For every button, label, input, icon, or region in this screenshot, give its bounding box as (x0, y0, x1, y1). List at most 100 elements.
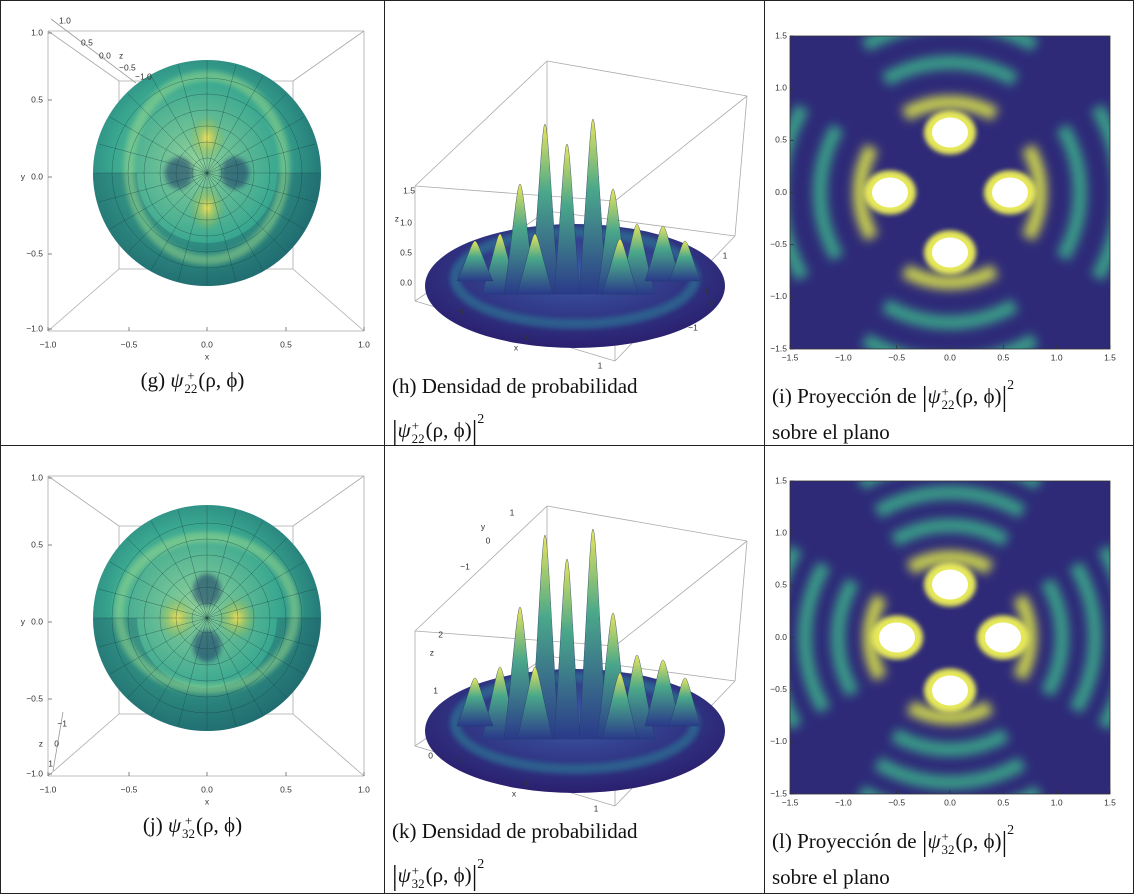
y-tick-label: 1.5 (775, 475, 787, 485)
arguments: (ρ, ϕ) (426, 863, 472, 887)
caption: (g) ψ+22(ρ, ϕ) (1, 363, 384, 397)
power: 2 (1007, 378, 1014, 393)
x-tick-label: −1.5 (782, 352, 799, 362)
frame-line (415, 61, 547, 186)
x-tick-label: −1 (454, 753, 464, 763)
power: 2 (477, 857, 484, 872)
panel-cell: 1.51.00.50.0z−101x10−1y(h) Densidad de p… (385, 0, 765, 446)
sup-sub: +22 (184, 369, 197, 395)
x-axis-label: x (512, 788, 517, 798)
symbol: ψ (398, 863, 411, 887)
z-tick-label: −0.5 (119, 62, 136, 72)
caption-suffix: sobre el plano (772, 420, 890, 444)
panel-cell: 1.00.50.0−0.5−1.0−1.0−0.50.00.51.0xy1.00… (0, 0, 385, 446)
arguments: (ρ, ϕ) (426, 418, 472, 442)
y-tick-label: −0.5 (26, 248, 43, 258)
z-tick-label: 0.0 (99, 50, 111, 60)
x-tick-label: 0.0 (944, 797, 956, 807)
symbol: ψ (168, 813, 181, 837)
panel-cell: 1.51.00.50.0−0.5−1.0−1.5−1.5−1.0−0.50.00… (765, 446, 1134, 894)
z-tick-label: −1.0 (135, 71, 152, 81)
x-tick-label: 1.0 (1051, 352, 1063, 362)
arguments: (ρ, ϕ) (198, 368, 244, 392)
y-tick-label: −0.5 (770, 684, 787, 694)
frame-line (293, 269, 364, 331)
power: 2 (477, 412, 484, 427)
bright-lobe (932, 238, 968, 268)
y-tick-label: −1 (688, 322, 698, 332)
panel-plot: 1.00.50.0−0.5−1.0−1.0−0.50.00.51.0xy1.00… (1, 1, 384, 371)
y-tick-label: 1 (723, 250, 728, 260)
z-tick-label: 0.0 (400, 277, 412, 287)
y-tick-label: 0.0 (31, 616, 43, 626)
frame-line (48, 476, 119, 526)
x-tick-label: −1.0 (835, 352, 852, 362)
panel-plot: 1.51.00.50.0−0.5−1.0−1.5−1.5−1.0−0.50.00… (765, 446, 1132, 816)
x-tick-label: 0.0 (944, 352, 956, 362)
z-tick-label: 2 (438, 629, 443, 639)
x-tick-label: 0.5 (280, 784, 292, 794)
y-tick-label: −1.0 (770, 291, 787, 301)
x-tick-label: 0.0 (201, 339, 213, 349)
z-tick-label: 1 (433, 685, 438, 695)
frame-line (735, 541, 747, 681)
y-axis-label: y (481, 521, 486, 531)
symbol: ψ (170, 368, 183, 392)
x-tick-label: 1.0 (358, 339, 370, 349)
caption: (j) ψ+32(ρ, ϕ) (1, 808, 384, 842)
caption: (h) Densidad de probabilidad|ψ+22(ρ, ϕ)|… (392, 369, 760, 449)
frame-line (547, 61, 747, 96)
x-tick-label: 1 (594, 803, 599, 813)
bright-lobe (872, 178, 908, 208)
projection-bg (790, 36, 1110, 349)
panel-plot: 1.51.00.50.0−0.5−1.0−1.5−1.5−1.0−0.50.00… (765, 1, 1132, 371)
subscript: 22 (412, 432, 425, 445)
x-tick-label: 0 (526, 778, 531, 788)
caption-prefix: (i) Proyección de (772, 384, 917, 408)
frame-line (547, 506, 747, 541)
y-axis-label: y (21, 171, 26, 181)
y-tick-label: 0.5 (31, 539, 43, 549)
sup-sub: +22 (412, 419, 425, 445)
caption-prefix: (k) Densidad de probabilidad (392, 819, 638, 843)
x-axis-label: x (514, 342, 519, 352)
y-tick-label: 0 (706, 285, 711, 295)
x-tick-label: −0.5 (888, 352, 905, 362)
sup-sub: +22 (942, 385, 955, 411)
x-tick-label: 0.0 (201, 784, 213, 794)
frame-line (293, 714, 364, 776)
x-tick-label: −0.5 (888, 797, 905, 807)
y-tick-label: 1 (510, 507, 515, 517)
subscript: 32 (412, 877, 425, 890)
subscript: 22 (184, 382, 197, 395)
caption-math-line: |ψ+32(ρ, ϕ)|2 (392, 848, 760, 894)
y-tick-label: 1.0 (31, 472, 43, 482)
y-tick-label: 0.0 (775, 187, 787, 197)
y-tick-label: 0 (486, 535, 491, 545)
z-tick-label: 0.5 (81, 37, 93, 47)
bright-lobe (879, 623, 915, 653)
density-peak (554, 559, 580, 739)
caption-prefix: (l) Proyección de (772, 829, 917, 853)
sup-sub: +32 (182, 814, 195, 840)
power: 2 (1007, 823, 1014, 838)
frame-line (51, 19, 136, 83)
panel-plot: 1.00.50.0−0.5−1.0−1.0−0.50.00.51.0xy−101… (1, 446, 384, 816)
bright-lobe (985, 623, 1021, 653)
subscript: 22 (942, 398, 955, 411)
ring-arc (765, 533, 768, 743)
y-tick-label: −1.0 (770, 736, 787, 746)
x-tick-label: 1.5 (1104, 352, 1116, 362)
caption-prefix: (g) (141, 368, 166, 392)
x-tick-label: −1.0 (40, 339, 57, 349)
bright-lobe (932, 676, 968, 706)
z-tick-label: 0.5 (400, 247, 412, 257)
x-tick-label: 0.5 (997, 797, 1009, 807)
x-tick-label: −1.5 (782, 797, 799, 807)
y-tick-label: −0.5 (770, 239, 787, 249)
z-axis-label: z (395, 213, 399, 223)
x-tick-label: −0.5 (121, 784, 138, 794)
sup-sub: +32 (412, 864, 425, 890)
